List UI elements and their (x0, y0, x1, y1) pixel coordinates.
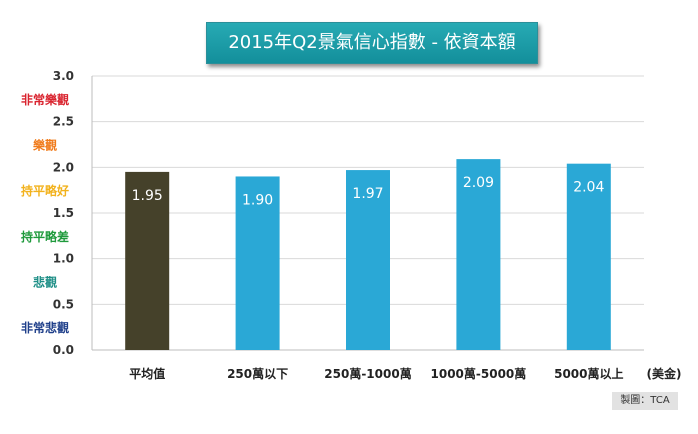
sentiment-label: 非常樂觀 (21, 92, 69, 107)
bar-value-label: 2.04 (573, 180, 604, 196)
y-tick-label: 2.5 (53, 115, 74, 129)
bar-value-label: 1.90 (242, 192, 273, 208)
credit-badge: 製圖：TCA (612, 392, 678, 410)
bar (125, 171, 170, 350)
y-tick-label: 1.0 (53, 252, 74, 266)
sentiment-label: 悲觀 (33, 275, 57, 290)
x-category-label: 平均值 (129, 366, 165, 381)
bar-value-label: 2.09 (463, 175, 494, 191)
sentiment-label: 樂觀 (32, 138, 57, 153)
bar-value-label: 1.97 (352, 186, 383, 202)
x-category-label: 1000萬-5000萬 (431, 366, 527, 381)
chart-title: 2015年Q2景氣信心指數 - 依資本額 (206, 22, 538, 64)
sentiment-label: 非常悲觀 (21, 320, 69, 335)
bar (235, 176, 280, 350)
x-unit-label: (美金) (647, 366, 682, 381)
x-category-label: 5000萬以上 (554, 366, 623, 381)
bar (456, 159, 501, 350)
bar (566, 163, 611, 350)
sentiment-label: 持平略差 (21, 229, 69, 244)
y-tick-label: 0.0 (53, 343, 74, 357)
bar-value-label: 1.95 (132, 188, 163, 204)
sentiment-label: 持平略好 (21, 183, 69, 198)
x-category-label: 250萬以下 (227, 366, 288, 381)
y-tick-label: 1.5 (53, 206, 74, 220)
x-category-label: 250萬-1000萬 (324, 366, 411, 381)
y-tick-label: 0.5 (53, 297, 74, 311)
y-tick-label: 2.0 (53, 160, 74, 174)
bar (346, 170, 390, 350)
y-tick-label: 3.0 (53, 69, 74, 83)
